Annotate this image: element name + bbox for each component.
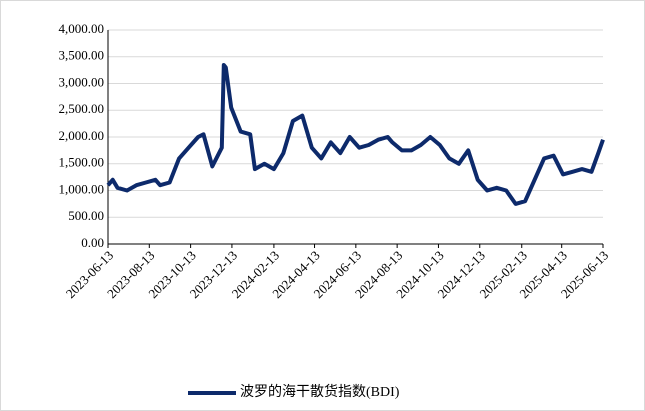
y-tick-label: 500.00 [68,208,104,223]
y-tick-label: 0.00 [81,235,104,250]
y-tick-label: 3,000.00 [59,74,105,89]
y-tick-label: 2,500.00 [59,101,105,116]
legend-label: 波罗的海干散货指数(BDI) [240,383,400,400]
y-tick-label: 1,500.00 [59,155,105,170]
y-tick-label: 1,000.00 [59,181,105,196]
y-tick-label: 4,000.00 [59,21,105,36]
y-tick-label: 2,000.00 [59,128,105,143]
y-tick-label: 3,500.00 [59,48,105,63]
data-line [106,63,605,206]
